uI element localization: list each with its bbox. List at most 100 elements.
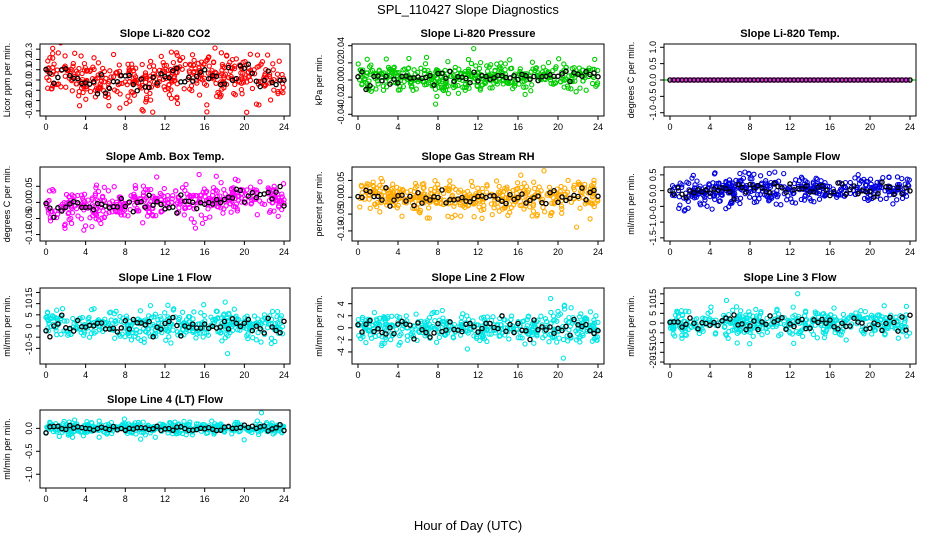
data-point [97,81,103,87]
mean-point [895,184,901,191]
data-point [107,68,113,74]
mean-point [679,324,685,330]
x-tick-label: 4 [83,122,88,132]
x-tick-label: 8 [123,122,128,132]
data-point [111,87,118,93]
mean-point [567,332,573,338]
data-point [96,327,103,333]
data-point [279,71,285,78]
mean-point [146,84,152,91]
data-point [80,197,87,203]
data-point [44,75,50,81]
data-point [231,65,238,72]
data-point [96,434,102,440]
data-point [127,98,133,104]
data-point [143,96,150,103]
mean-point [879,179,885,185]
data-point [840,311,847,318]
mean-point [739,184,745,191]
mean-point [791,323,797,330]
data-point [811,199,817,205]
mean-point [233,320,240,327]
data-point [557,189,563,195]
mean-point [787,181,793,187]
data-point [157,190,163,197]
data-point [521,84,527,90]
mean-point [527,197,533,204]
data-point [490,327,497,333]
data-point [418,320,425,326]
mean-point [547,189,553,196]
data-point [110,51,117,58]
panel-points [355,295,601,361]
data-point [737,308,744,314]
data-point [94,75,101,81]
data-point [742,169,748,175]
data-point [482,78,488,84]
data-point [238,199,245,205]
y-tick-label: -1.0 [648,105,658,121]
data-point [434,309,440,316]
data-point [245,427,251,434]
data-point [250,335,256,341]
mean-point [471,195,477,202]
x-tick-label: 4 [395,247,400,257]
data-point [155,71,162,77]
data-point [210,59,217,66]
data-point [234,208,241,214]
data-point [743,315,750,322]
data-point [508,204,515,211]
data-point [112,318,118,325]
mean-point [359,194,365,201]
data-point [165,302,171,308]
mean-point [491,193,497,199]
data-point [213,70,219,76]
data-point [133,65,139,71]
mean-point [547,324,553,330]
x-tick-label: 20 [239,247,249,257]
data-point [149,205,155,211]
data-point [128,337,135,343]
data-point [173,188,179,194]
data-point [400,83,407,90]
data-point [202,215,209,222]
mean-point [379,77,385,84]
mean-point [815,319,821,326]
data-point [895,335,901,341]
data-point [264,52,271,58]
mean-point [883,320,889,327]
data-point [78,216,85,222]
data-point [582,181,588,188]
mean-point [899,314,905,320]
data-point [146,326,152,332]
mean-point [130,81,137,88]
mean-point [691,320,697,326]
data-point [396,314,403,320]
data-point [262,82,269,88]
y-tick-label: -0.2 [24,93,34,109]
data-point [234,206,240,212]
data-point [125,213,131,219]
panel-title: Slope Gas Stream RH [421,151,534,163]
data-point [531,340,537,346]
x-tick-label: 24 [905,247,915,257]
data-point [713,330,719,336]
data-point [856,180,863,187]
data-point [452,68,458,74]
data-point [131,72,137,78]
mean-point [459,328,465,335]
data-point [777,77,783,83]
mean-point [839,181,845,187]
data-point [147,302,154,309]
data-point [764,182,770,188]
data-point [275,90,281,97]
data-point [480,314,487,320]
data-point [78,53,84,59]
mean-point [499,313,505,319]
mean-point [114,329,121,335]
data-point [569,78,575,85]
data-point [249,85,256,92]
y-tick-label: -15 [648,346,658,359]
data-point [549,200,555,206]
